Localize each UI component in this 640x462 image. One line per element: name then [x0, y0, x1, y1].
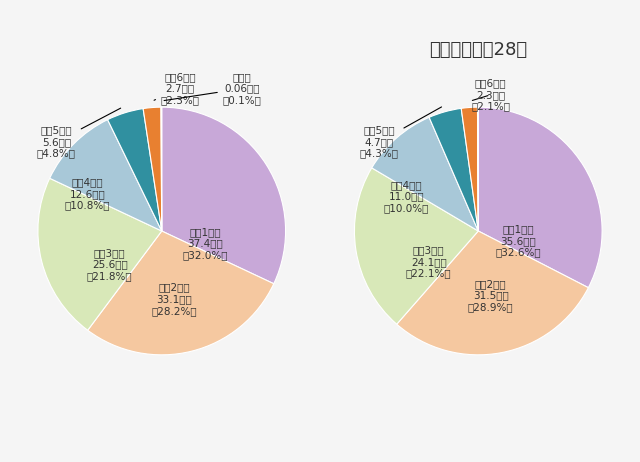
- Wedge shape: [108, 109, 162, 231]
- Text: 小学1年生
35.6万人
（32.6%）: 小学1年生 35.6万人 （32.6%）: [495, 225, 541, 257]
- Wedge shape: [161, 107, 162, 231]
- Text: 小学2年生
33.1万人
（28.2%）: 小学2年生 33.1万人 （28.2%）: [151, 282, 197, 316]
- Text: 小学1年生
37.4万人
（32.0%）: 小学1年生 37.4万人 （32.0%）: [182, 227, 228, 260]
- Wedge shape: [50, 120, 162, 231]
- Text: 小学4年生
11.0万人
（10.0%）: 小学4年生 11.0万人 （10.0%）: [384, 180, 429, 213]
- Text: 小学3年生
24.1万人
（22.1%）: 小学3年生 24.1万人 （22.1%）: [406, 245, 452, 279]
- Wedge shape: [88, 231, 274, 355]
- Wedge shape: [372, 117, 478, 231]
- Wedge shape: [38, 178, 162, 330]
- Text: 小学6年生
2.3万人
（2.1%）: 小学6年生 2.3万人 （2.1%）: [471, 78, 510, 111]
- Wedge shape: [162, 107, 285, 284]
- Wedge shape: [397, 231, 588, 355]
- Wedge shape: [461, 107, 478, 231]
- Wedge shape: [355, 168, 478, 324]
- Text: 小学5年生
5.6万人
（4.8%）: 小学5年生 5.6万人 （4.8%）: [37, 108, 121, 158]
- Text: その他
0.06万人
（0.1%）: その他 0.06万人 （0.1%）: [164, 72, 262, 105]
- Text: 小学6年生
2.7万人
（2.3%）: 小学6年生 2.7万人 （2.3%）: [154, 72, 200, 105]
- Text: 小学4年生
12.6万人
（10.8%）: 小学4年生 12.6万人 （10.8%）: [65, 177, 110, 211]
- Title: （参考）平成28年: （参考）平成28年: [429, 42, 527, 60]
- Wedge shape: [143, 107, 162, 231]
- Wedge shape: [477, 107, 478, 231]
- Text: 小学5年生
4.7万人
（4.3%）: 小学5年生 4.7万人 （4.3%）: [360, 107, 442, 158]
- Wedge shape: [429, 109, 478, 231]
- Text: 小学2年生
31.5万人
（28.9%）: 小学2年生 31.5万人 （28.9%）: [468, 279, 513, 312]
- Wedge shape: [478, 107, 602, 288]
- Text: 小学3年生
25.6万人
（21.8%）: 小学3年生 25.6万人 （21.8%）: [87, 248, 132, 281]
